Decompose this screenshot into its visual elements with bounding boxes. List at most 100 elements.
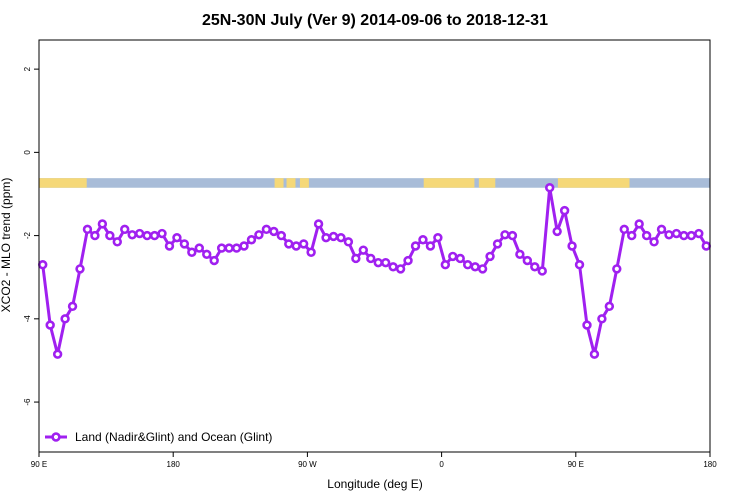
data-point xyxy=(604,301,615,312)
series-line xyxy=(41,186,708,356)
data-point xyxy=(45,320,55,330)
x-tick-label: 90 W xyxy=(298,460,317,469)
data-point xyxy=(157,228,167,239)
data-point xyxy=(67,301,78,312)
data-point xyxy=(380,257,391,268)
data-point xyxy=(559,205,570,216)
data-point xyxy=(619,224,629,235)
data-point xyxy=(500,230,510,240)
data-point xyxy=(679,230,689,241)
data-point xyxy=(641,230,652,241)
data-point xyxy=(671,228,682,239)
data-point xyxy=(291,241,301,251)
data-point xyxy=(120,224,130,235)
data-point xyxy=(701,241,711,251)
x-tick-label: 180 xyxy=(167,460,181,469)
data-point xyxy=(90,230,100,241)
data-point xyxy=(656,224,667,235)
data-point xyxy=(403,255,413,266)
data-point xyxy=(351,253,361,264)
data-point xyxy=(164,241,175,251)
data-point xyxy=(649,237,659,247)
data-point xyxy=(597,314,607,324)
data-point xyxy=(105,230,115,241)
data-point xyxy=(664,230,674,240)
y-tick-label: -6 xyxy=(23,398,32,406)
data-point xyxy=(507,230,518,241)
data-point xyxy=(112,237,122,247)
data-point xyxy=(60,314,70,324)
data-point xyxy=(418,235,428,245)
data-point xyxy=(366,253,376,264)
data-point xyxy=(552,226,562,237)
data-point xyxy=(545,183,555,193)
data-point xyxy=(537,266,547,276)
land-segment xyxy=(423,178,475,188)
data-point xyxy=(97,219,108,229)
data-point xyxy=(694,228,704,239)
data-point xyxy=(127,230,137,240)
data-point xyxy=(410,241,421,251)
data-point xyxy=(261,224,272,235)
data-point xyxy=(298,239,309,249)
x-tick-label: 180 xyxy=(703,460,717,469)
land-segment xyxy=(274,178,284,188)
legend: Land (Nadir&Glint) and Ocean (Glint) xyxy=(45,430,272,444)
data-point xyxy=(343,237,354,247)
data-point xyxy=(582,320,592,330)
data-point xyxy=(612,264,622,274)
data-point xyxy=(231,243,242,253)
data-point xyxy=(276,230,287,241)
land-segment xyxy=(286,178,296,188)
data-point xyxy=(433,232,443,243)
data-point xyxy=(194,243,204,253)
data-point xyxy=(530,262,540,272)
chart-title: 25N-30N July (Ver 9) 2014-09-06 to 2018-… xyxy=(202,12,548,29)
data-point xyxy=(388,262,398,272)
y-tick-label: -2 xyxy=(23,231,32,239)
x-axis-ticks: 90 E 180 90 W 0 90 E 180 xyxy=(31,452,717,469)
data-point xyxy=(246,235,257,245)
data-point xyxy=(52,349,63,359)
data-point xyxy=(172,232,182,243)
data-point xyxy=(38,260,48,270)
y-tick-label: -4 xyxy=(23,315,32,323)
x-tick-label: 90 E xyxy=(568,460,584,469)
data-point xyxy=(627,230,637,241)
data-point xyxy=(306,247,316,257)
data-point xyxy=(209,255,219,266)
series-layer xyxy=(38,183,711,359)
ocean-band xyxy=(39,178,710,188)
data-point xyxy=(485,251,495,262)
data-point xyxy=(567,241,577,251)
land-segment xyxy=(299,178,309,188)
data-point xyxy=(462,260,473,270)
data-point xyxy=(313,219,324,229)
data-point xyxy=(202,249,212,260)
data-point xyxy=(254,230,264,240)
data-point xyxy=(216,243,227,253)
data-point xyxy=(149,230,160,241)
data-point xyxy=(142,230,152,241)
x-axis-label: Longitude (deg E) xyxy=(327,477,422,491)
y-axis-ticks: 2 0 -2 -4 -6 xyxy=(23,66,39,406)
data-point xyxy=(284,239,294,249)
land-segment xyxy=(39,178,87,188)
data-point xyxy=(75,264,85,274)
land-segment xyxy=(557,178,630,188)
data-point xyxy=(634,219,644,229)
y-tick-label: 2 xyxy=(23,66,32,71)
data-point xyxy=(328,231,339,242)
plot-frame xyxy=(38,39,711,453)
legend-label: Land (Nadir&Glint) and Ocean (Glint) xyxy=(75,430,272,444)
data-point xyxy=(686,230,697,241)
legend-marker xyxy=(51,432,61,442)
data-point xyxy=(574,260,585,270)
x-tick-label: 0 xyxy=(439,460,444,469)
data-point xyxy=(448,251,458,262)
data-point xyxy=(589,349,600,359)
data-point xyxy=(358,245,369,255)
land-segment xyxy=(478,178,496,188)
